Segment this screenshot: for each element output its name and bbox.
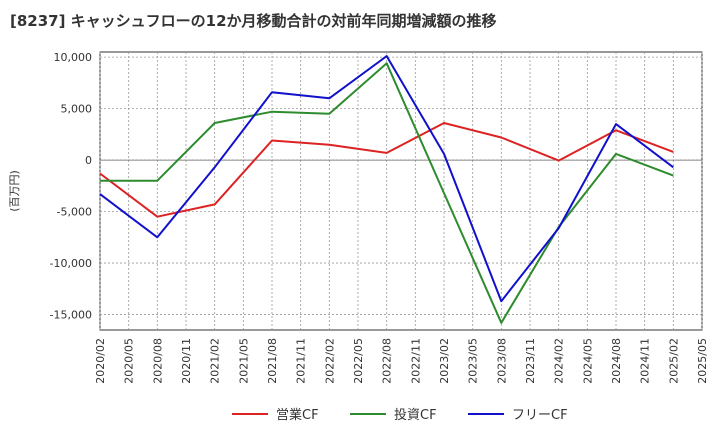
x-tick-label: 2020/02 [94, 338, 107, 384]
x-tick-label: 2020/11 [180, 338, 193, 384]
x-tick-label: 2025/02 [667, 338, 680, 384]
y-tick-label: -10,000 [50, 257, 92, 270]
y-tick-label: 5,000 [61, 103, 93, 116]
x-tick-label: 2021/05 [237, 338, 250, 384]
x-tick-label: 2024/08 [610, 338, 623, 384]
x-tick-label: 2020/08 [151, 338, 164, 384]
y-tick-label: 0 [85, 154, 92, 167]
x-tick-label: 2024/11 [639, 338, 652, 384]
plot-area [99, 51, 703, 331]
x-tick-label: 2023/02 [438, 338, 451, 384]
x-tick-label: 2022/11 [409, 338, 422, 384]
x-tick-label: 2025/05 [696, 338, 709, 384]
x-tick-label: 2022/02 [323, 338, 336, 384]
y-tick-label: 10,000 [54, 51, 93, 64]
legend-label: 営業CF [276, 407, 319, 423]
series-line [99, 55, 674, 303]
x-tick-label: 2020/05 [123, 338, 136, 384]
x-tick-label: 2024/02 [553, 338, 566, 384]
x-tick-label: 2023/05 [467, 338, 480, 384]
x-tick-label: 2021/11 [295, 338, 308, 384]
y-tick-label: -5,000 [57, 206, 92, 219]
y-axis-label: (百万円) [8, 170, 21, 212]
x-tick-label: 2023/08 [495, 338, 508, 384]
series-line [99, 122, 674, 218]
x-tick-label: 2023/11 [524, 338, 537, 384]
chart-title: [8237] キャッシュフローの12か月移動合計の対前年同期増減額の推移 [10, 12, 497, 30]
x-tick-label: 2021/08 [266, 338, 279, 384]
x-tick-label: 2021/02 [209, 338, 222, 384]
legend-label: フリーCF [512, 408, 568, 423]
x-tick-label: 2024/05 [581, 338, 594, 384]
legend-label: 投資CF [394, 407, 437, 423]
x-tick-label: 2022/05 [352, 338, 365, 384]
y-tick-label: -15,000 [50, 309, 92, 322]
x-tick-label: 2022/08 [381, 338, 394, 384]
series-line [100, 62, 674, 324]
